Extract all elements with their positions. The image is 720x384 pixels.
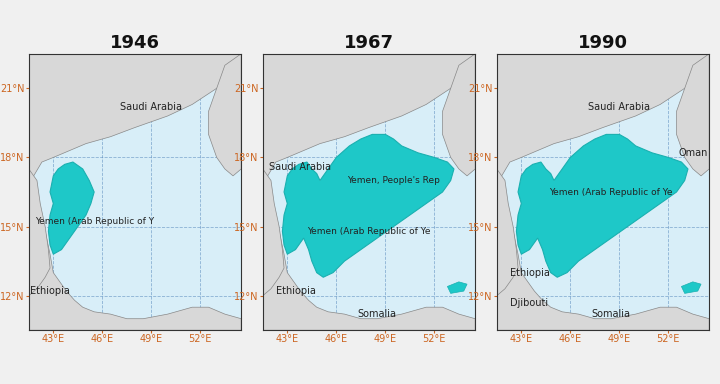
Polygon shape xyxy=(677,54,709,176)
Polygon shape xyxy=(263,169,284,296)
Text: Somalia: Somalia xyxy=(592,309,631,319)
Text: Ethiopia: Ethiopia xyxy=(276,286,315,296)
Text: Saudi Arabia: Saudi Arabia xyxy=(269,162,331,172)
Polygon shape xyxy=(497,169,518,296)
Text: Yemen, People's Rep: Yemen, People's Rep xyxy=(347,176,440,185)
Polygon shape xyxy=(443,54,475,176)
Text: Yemen (Arab Republic of Ye: Yemen (Arab Republic of Ye xyxy=(549,187,673,197)
Text: Oman: Oman xyxy=(678,148,708,158)
Title: 1946: 1946 xyxy=(110,34,160,52)
Text: Saudi Arabia: Saudi Arabia xyxy=(120,102,182,112)
Polygon shape xyxy=(497,204,709,330)
Polygon shape xyxy=(447,282,467,293)
Polygon shape xyxy=(29,54,241,185)
Polygon shape xyxy=(263,204,475,330)
Text: Yemen (Arab Republic of Y: Yemen (Arab Republic of Y xyxy=(35,217,153,227)
Text: Ethiopia: Ethiopia xyxy=(510,268,549,278)
Polygon shape xyxy=(48,162,94,254)
Text: Djibouti: Djibouti xyxy=(510,298,549,308)
Title: 1967: 1967 xyxy=(344,34,394,52)
Text: Yemen (Arab Republic of Ye: Yemen (Arab Republic of Ye xyxy=(307,227,431,236)
Polygon shape xyxy=(263,54,475,185)
Polygon shape xyxy=(497,54,709,185)
Title: 1990: 1990 xyxy=(578,34,628,52)
Polygon shape xyxy=(681,282,701,293)
Polygon shape xyxy=(29,169,50,296)
Polygon shape xyxy=(29,204,241,330)
Polygon shape xyxy=(282,134,454,277)
Text: Saudi Arabia: Saudi Arabia xyxy=(588,102,650,112)
Text: Somalia: Somalia xyxy=(358,309,397,319)
Polygon shape xyxy=(516,134,688,277)
Polygon shape xyxy=(209,54,241,176)
Text: Ethiopia: Ethiopia xyxy=(30,286,70,296)
